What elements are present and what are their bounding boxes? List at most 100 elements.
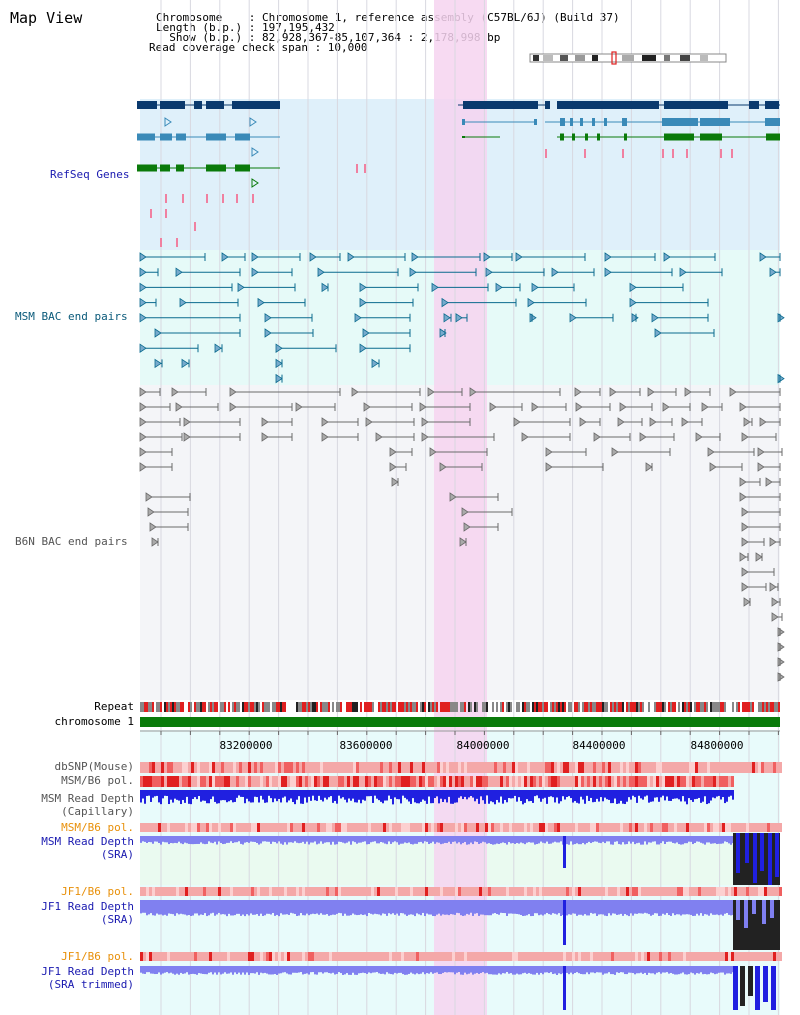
- jf1-sra-depth-bar: [498, 900, 500, 915]
- msm-bac-pair-end: [359, 297, 367, 308]
- b6n-bac-pair-end: [295, 402, 303, 412]
- jf1-pol-2-cell: [170, 952, 173, 961]
- jf1-sra-depth-bar-dark: [762, 900, 766, 924]
- refseq-genes-label[interactable]: RefSeq Genes: [50, 168, 130, 181]
- msm-pol-cell: [446, 776, 449, 787]
- msm-pol-sra-cell: [506, 823, 509, 832]
- repeat-element: [674, 702, 676, 712]
- msm-sra-depth-bar: [208, 836, 210, 842]
- b6n-bac-pair-end: [579, 417, 587, 427]
- jf1-pol-cell: [707, 887, 710, 896]
- msm-pol-cell: [158, 776, 161, 787]
- jf1-pol-cell: [383, 887, 386, 896]
- msm-pol-sra-cell: [152, 823, 155, 832]
- repeat-element: [276, 702, 278, 712]
- jf1-pol-cell: [212, 887, 215, 896]
- b6n-bac-pair-end: [575, 402, 583, 412]
- msm-pol-sra-cell: [257, 823, 260, 832]
- repeat-element: [604, 702, 606, 712]
- repeat-element: [444, 702, 446, 712]
- msm-sra-depth-bar: [222, 836, 224, 845]
- jf1-pol-2-cell: [467, 952, 470, 961]
- b6n-bac-pair-end: [777, 672, 785, 682]
- dbsnp-cell: [299, 762, 302, 773]
- msm-pol-sra-cell: [218, 823, 221, 832]
- msm-bac-pair-end: [275, 373, 283, 384]
- gene-exon: [235, 164, 250, 172]
- jf1-pol-cell: [506, 887, 509, 896]
- b6n-bac-pair-end: [741, 507, 749, 517]
- msm-b6-pol-label: MSM/B6 pol.: [61, 774, 134, 787]
- jf1-pol-cell: [605, 887, 608, 896]
- msm-bac-pairs[interactable]: [139, 252, 785, 384]
- msm-pol-cell: [590, 776, 593, 787]
- jf1-sra-depth-bar: [230, 900, 232, 916]
- jf1-pol-2-cell: [587, 952, 590, 961]
- jf1-pol-2-cell: [380, 952, 383, 961]
- msm-bac-pair-end: [777, 313, 785, 323]
- msm-pol-sra-cell: [542, 823, 545, 832]
- b6n-bac-pair-end: [545, 462, 553, 472]
- jf1-trim-depth-bar: [322, 966, 324, 974]
- jf1-pol-cell: [215, 887, 218, 896]
- msm-sra-depth-bar: [194, 836, 196, 845]
- jf1-trim-depth-bar: [258, 966, 260, 975]
- jf1-trim-depth-bar: [284, 966, 286, 973]
- msm-sra-depth-bar: [598, 836, 600, 843]
- dbsnp-cell: [272, 762, 275, 773]
- msm-sra-depth-bar: [206, 836, 208, 844]
- jf1-sra-depth-bar: [338, 900, 340, 913]
- chromosome-ideogram[interactable]: [529, 51, 727, 65]
- msm-capillary-depth-bar: [474, 790, 476, 802]
- jf1-trim-depth-bar: [554, 966, 556, 974]
- msm-pol-cell: [272, 776, 275, 787]
- jf1-trim-depth-bar: [458, 966, 460, 973]
- dbsnp-cell: [614, 762, 617, 773]
- msm-pol-sra-cell: [572, 823, 575, 832]
- repeat-element: [454, 702, 456, 712]
- msm-pol-cell: [647, 776, 650, 787]
- repeat-element: [742, 702, 744, 712]
- jf1-pol-2-cell: [179, 952, 182, 961]
- jf1-sra-depth-bar: [508, 900, 510, 914]
- repeat-element: [386, 702, 388, 712]
- jf1-sra-depth-bar: [246, 900, 248, 915]
- msm-capillary-depth-bar: [410, 790, 412, 804]
- refseq-genes[interactable]: [137, 101, 780, 247]
- repeat-element: [632, 702, 634, 712]
- jf1-sra-depth-bar: [478, 900, 480, 916]
- dbsnp-cell: [371, 762, 374, 773]
- jf1-sra-depth-bar: [150, 900, 152, 914]
- msm-pol-sra-cell: [779, 823, 782, 832]
- msm-sra-depth-bar: [256, 836, 258, 844]
- msm-capillary-depth-bar: [438, 790, 440, 804]
- msm-pol-sra-cell: [728, 823, 731, 832]
- msm-pol-cell: [212, 776, 215, 787]
- msm-pol-cell: [635, 776, 638, 787]
- dbsnp-cell: [689, 762, 692, 773]
- gene-exon: [137, 164, 157, 172]
- msm-capillary-depth-bar: [470, 790, 472, 797]
- repeat-element: [398, 702, 400, 712]
- jf1-sra-depth-bar: [676, 900, 678, 915]
- b6n-bac-label[interactable]: B6N BAC end pairs: [15, 535, 128, 548]
- jf1-pol-2-cell: [626, 952, 629, 961]
- jf1-sra-depth-bar: [712, 900, 714, 915]
- msm-sra-depth-bar: [254, 836, 256, 842]
- repeat-element: [456, 702, 458, 712]
- repeat-element: [686, 702, 688, 712]
- msm-pol-sra-cell: [617, 823, 620, 832]
- msm-capillary-depth-bar: [164, 790, 166, 796]
- jf1-pol-2-cell: [512, 952, 515, 961]
- msm-sra-depth-bar: [160, 836, 162, 845]
- jf1-sra-depth-bar: [602, 900, 604, 915]
- msm-pol-cell: [188, 776, 191, 787]
- msm-pol-cell: [491, 776, 494, 787]
- jf1-pol-2-cell: [191, 952, 194, 961]
- repeat-element: [620, 702, 622, 712]
- jf1-trim-depth-bar: [246, 966, 248, 973]
- msm-pol-cell: [251, 776, 254, 787]
- jf1-sra-depth-bar: [176, 900, 178, 914]
- b6n-bac-pairs[interactable]: [139, 387, 785, 682]
- msm-bac-label[interactable]: MSM BAC end pairs: [15, 310, 128, 323]
